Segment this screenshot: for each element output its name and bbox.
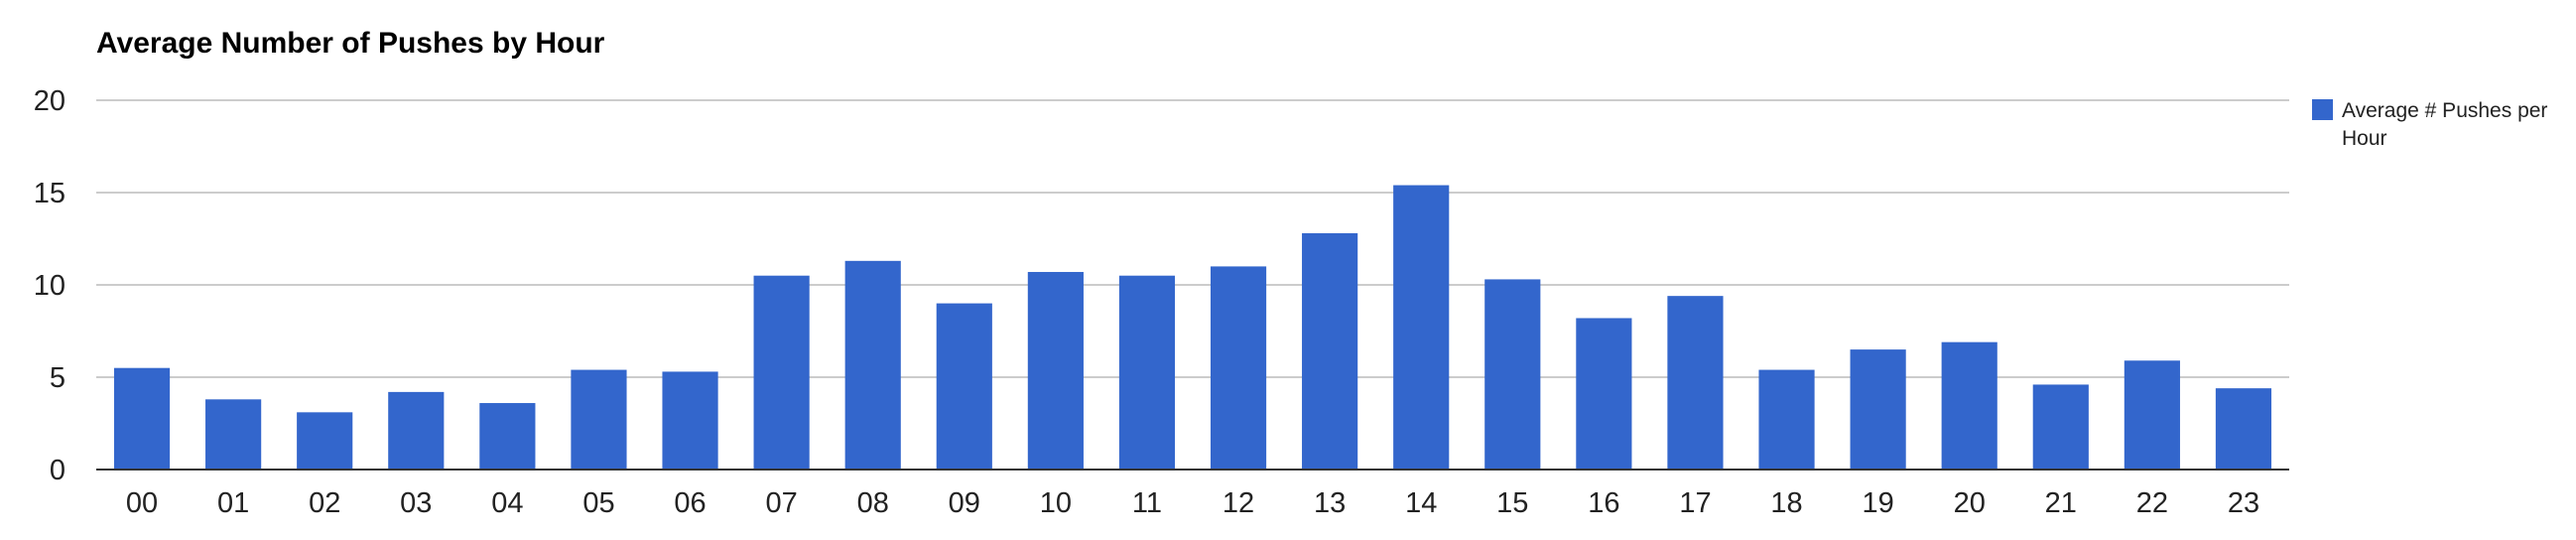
bar-03[interactable]	[388, 391, 445, 470]
x-tick-label: 23	[2228, 487, 2259, 519]
bar-00[interactable]	[113, 367, 171, 470]
x-tick-label: 09	[949, 487, 980, 519]
bars	[113, 185, 2272, 470]
x-tick-label: 22	[2136, 487, 2168, 519]
x-tick-label: 18	[1770, 487, 1802, 519]
x-tick-label: 15	[1496, 487, 1528, 519]
x-tick-label: 13	[1314, 487, 1346, 519]
x-tick-label: 05	[582, 487, 614, 519]
bar-05[interactable]	[571, 369, 627, 470]
bar-23[interactable]	[2215, 388, 2272, 470]
legend: Average # Pushes per Hour	[2312, 99, 2547, 150]
bar-06[interactable]	[662, 371, 718, 470]
x-tick-label: 14	[1405, 487, 1437, 519]
y-tick-label: 5	[50, 362, 65, 394]
y-tick-label: 0	[50, 455, 65, 486]
x-tick-label: 04	[491, 487, 523, 519]
y-tick-label: 20	[34, 85, 65, 117]
legend-label: Average # Pushes per Hour	[2342, 99, 2547, 150]
x-tick-label: 03	[400, 487, 432, 519]
legend-swatch	[2312, 99, 2333, 120]
bar-17[interactable]	[1667, 296, 1724, 470]
bar-21[interactable]	[2032, 384, 2089, 470]
bar-13[interactable]	[1302, 232, 1358, 470]
chart-title: Average Number of Pushes by Hour	[96, 27, 605, 60]
bar-16[interactable]	[1576, 318, 1632, 470]
y-tick-label: 15	[34, 178, 65, 209]
bar-02[interactable]	[297, 412, 353, 470]
x-tick-label: 16	[1588, 487, 1619, 519]
x-tick-label: 08	[857, 487, 889, 519]
x-tick-label: 07	[765, 487, 797, 519]
bar-07[interactable]	[753, 275, 810, 470]
bar-15[interactable]	[1484, 279, 1541, 470]
bar-10[interactable]	[1027, 271, 1084, 470]
x-tick-label: 06	[674, 487, 706, 519]
x-tick-label: 02	[309, 487, 340, 519]
x-tick-label: 17	[1679, 487, 1711, 519]
bar-22[interactable]	[2124, 360, 2180, 470]
bar-14[interactable]	[1393, 185, 1450, 470]
x-tick-label: 01	[217, 487, 249, 519]
bar-11[interactable]	[1118, 275, 1176, 470]
gridlines	[96, 99, 2289, 378]
bar-19[interactable]	[1850, 349, 1906, 470]
bar-20[interactable]	[1941, 341, 1997, 470]
x-tick-label: 11	[1132, 487, 1162, 519]
x-tick-label: 00	[126, 487, 158, 519]
x-tick-label: 20	[1954, 487, 1986, 519]
y-tick-label: 10	[34, 270, 65, 302]
x-tick-label: 10	[1040, 487, 1072, 519]
x-tick-label: 21	[2045, 487, 2077, 519]
x-tick-label: 12	[1223, 487, 1254, 519]
bar-08[interactable]	[844, 260, 901, 470]
bar-12[interactable]	[1210, 266, 1267, 470]
bar-09[interactable]	[936, 303, 992, 470]
x-tick-label: 19	[1862, 487, 1893, 519]
bar-01[interactable]	[205, 399, 262, 470]
bar-18[interactable]	[1758, 369, 1815, 470]
bar-04[interactable]	[479, 403, 536, 470]
